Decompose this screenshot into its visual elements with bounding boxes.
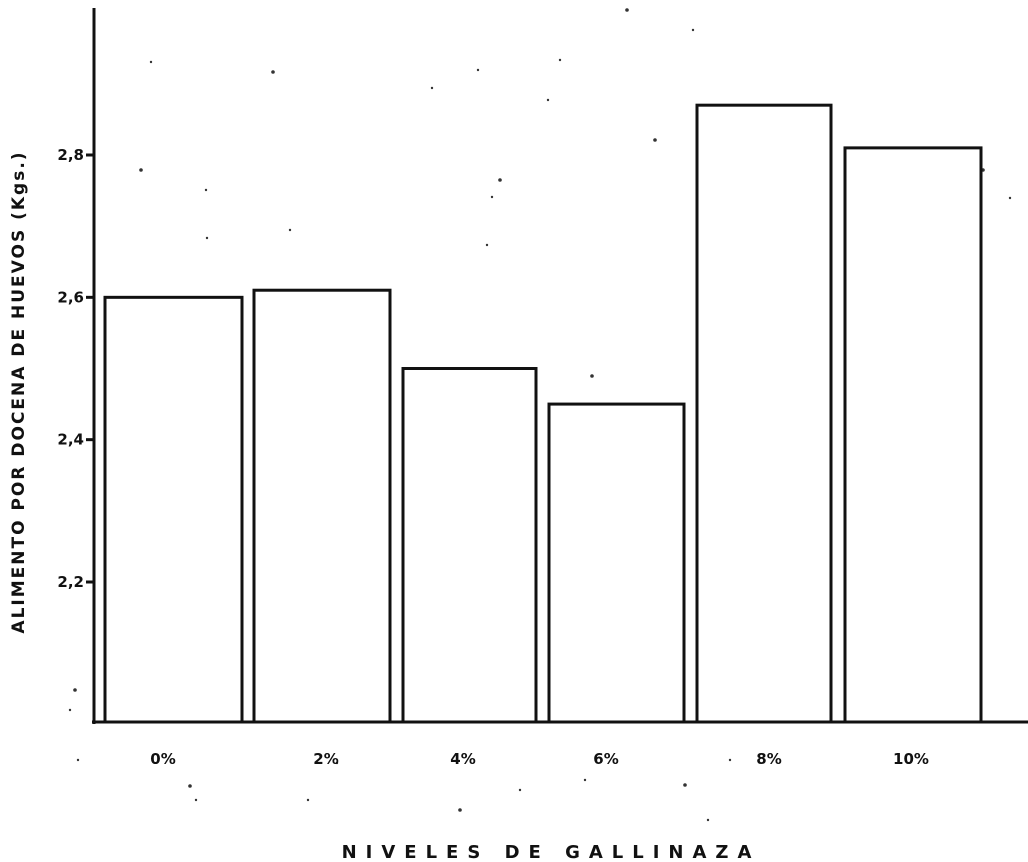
scan-speck: [306, 798, 310, 802]
scan-speck: [204, 188, 208, 192]
x-axis-title: NIVELES DE GALLINAZA: [342, 842, 761, 862]
bar-8pct: [695, 103, 833, 724]
scan-speck: [625, 8, 629, 12]
scan-speck: [706, 818, 710, 822]
x-tick-label: 10%: [893, 750, 929, 768]
scan-speck: [335, 761, 339, 765]
x-tick-label: 6%: [593, 750, 618, 768]
scan-speck: [1008, 196, 1012, 200]
scan-speck: [430, 86, 434, 90]
scan-speck: [583, 778, 587, 782]
scan-speck: [485, 243, 489, 247]
scan-speck: [194, 798, 198, 802]
y-tick-label: 2,8: [57, 146, 84, 164]
x-tick-label: 8%: [756, 750, 781, 768]
y-axis-title: ALIMENTO POR DOCENA DE HUEVOS (Kgs.): [9, 150, 29, 633]
scan-speck: [558, 58, 562, 62]
y-tick-label: 2,6: [57, 288, 84, 306]
x-axis-ticks: 0% 2% 4% 6% 8% 10%: [150, 750, 929, 768]
scan-speck: [490, 195, 494, 199]
scan-speck: [205, 236, 209, 240]
y-tick-label: 2,2: [57, 573, 84, 591]
bar-0pct: [103, 295, 244, 724]
scan-speck: [653, 138, 657, 142]
x-tick-label: 2%: [313, 750, 338, 768]
y-axis-ticks: 2,2 2,4 2,6 2,8: [57, 146, 94, 591]
scan-speck: [691, 28, 695, 32]
scan-speck: [73, 688, 77, 692]
scan-speck: [518, 788, 522, 792]
scan-speck: [76, 758, 80, 762]
scan-speck: [476, 68, 480, 72]
scan-speck: [590, 374, 594, 378]
scan-speck: [728, 758, 732, 762]
scan-speck: [288, 228, 292, 232]
scan-speck: [546, 98, 550, 102]
scan-speck: [458, 808, 462, 812]
scan-speck: [68, 708, 72, 712]
scan-speck: [683, 783, 687, 787]
scan-speck: [271, 70, 275, 74]
scan-speck: [188, 784, 192, 788]
bar-10pct: [843, 146, 983, 724]
bars-group: [103, 103, 983, 724]
scan-speck: [149, 60, 153, 64]
y-tick-label: 2,4: [57, 431, 84, 449]
scan-speck: [139, 168, 143, 172]
bar-4pct: [401, 367, 538, 724]
x-tick-label: 0%: [150, 750, 175, 768]
bar-6pct: [547, 402, 686, 724]
bar-2pct: [252, 288, 392, 724]
scan-speck: [498, 178, 502, 182]
x-tick-label: 4%: [450, 750, 475, 768]
